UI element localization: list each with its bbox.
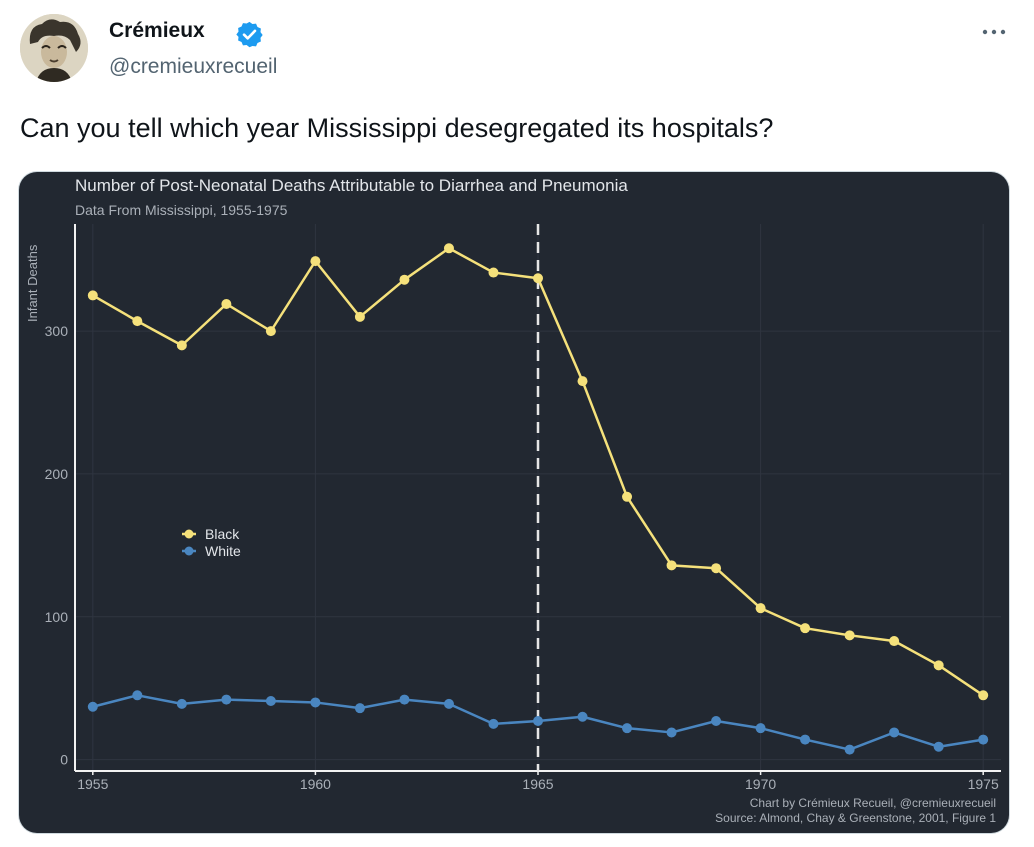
data-point-black <box>533 273 543 284</box>
chart-credits: Chart by Crémieux Recueil, @cremieuxrecu… <box>715 796 996 825</box>
chart-subtitle: Data From Mississippi, 1955-1975 <box>75 202 288 218</box>
data-point-white <box>132 690 143 701</box>
data-point-black <box>577 376 588 387</box>
data-point-white <box>933 741 944 752</box>
legend-label: Black <box>205 526 240 542</box>
tweet-text: Can you tell which year Mississippi dese… <box>20 113 774 143</box>
x-tick-label: 1965 <box>522 776 553 792</box>
data-point-white <box>488 718 499 729</box>
avatar[interactable] <box>20 14 88 82</box>
tweet-media-chart[interactable]: Number of Post-Neonatal Deaths Attributa… <box>19 172 1009 833</box>
data-point-white <box>577 711 588 722</box>
data-point-white <box>622 723 633 734</box>
data-point-black <box>978 690 989 701</box>
data-point-white <box>354 703 365 714</box>
tick-labels: 0 100 200 300 1955 1960 1965 1970 1975 <box>45 323 999 792</box>
credit-line: Source: Almond, Chay & Greenstone, 2001,… <box>715 811 996 825</box>
data-point-black <box>399 274 410 285</box>
legend-label: White <box>205 543 241 559</box>
data-point-black <box>844 630 855 641</box>
x-tick-label: 1975 <box>968 776 999 792</box>
x-tick-label: 1960 <box>300 776 331 792</box>
data-point-black <box>889 636 900 647</box>
data-point-white <box>265 696 276 707</box>
credit-line: Chart by Crémieux Recueil, @cremieuxrecu… <box>750 796 996 810</box>
data-point-white <box>87 701 98 712</box>
data-point-white <box>666 727 677 738</box>
y-tick-label: 100 <box>45 609 69 625</box>
data-point-white <box>443 698 454 709</box>
data-point-white <box>711 716 722 727</box>
data-point-white <box>176 698 187 709</box>
data-point-black <box>755 603 766 614</box>
verified-badge-icon <box>236 21 263 48</box>
data-point-black <box>354 311 365 322</box>
data-point-black <box>221 298 232 309</box>
data-point-white <box>399 694 410 705</box>
y-tick-label: 200 <box>45 466 69 482</box>
data-point-black <box>132 316 143 327</box>
data-point-white <box>978 734 989 745</box>
series-layer <box>87 224 989 771</box>
data-point-white <box>533 716 543 727</box>
x-tick-label: 1970 <box>745 776 776 792</box>
chart-title: Number of Post-Neonatal Deaths Attributa… <box>75 176 628 195</box>
data-point-black <box>933 660 944 671</box>
author-handle[interactable]: @cremieuxrecueil <box>109 55 278 78</box>
data-point-black <box>711 563 722 574</box>
data-point-black <box>87 290 98 301</box>
data-point-black <box>488 267 499 278</box>
data-point-black <box>310 256 321 267</box>
legend-swatch-point <box>184 529 194 539</box>
legend-swatch-point <box>184 546 194 556</box>
y-tick-label: 0 <box>60 752 68 768</box>
author-name[interactable]: Crémieux <box>109 19 205 42</box>
data-point-black <box>265 326 276 337</box>
more-options-button[interactable] <box>976 14 1012 50</box>
data-point-white <box>755 723 766 734</box>
data-point-black <box>443 243 454 254</box>
chart-canvas: Number of Post-Neonatal Deaths Attributa… <box>25 176 1001 825</box>
data-point-white <box>221 694 232 705</box>
data-point-white <box>844 744 855 755</box>
data-point-white <box>889 727 900 738</box>
y-axis-label: Infant Deaths <box>25 244 40 322</box>
more-horizontal-icon <box>982 29 1006 35</box>
x-tick-label: 1955 <box>77 776 108 792</box>
data-point-black <box>622 491 633 502</box>
avatar-portrait-image <box>20 14 88 82</box>
data-point-black <box>666 560 677 571</box>
data-point-white <box>800 734 811 745</box>
y-tick-label: 300 <box>45 323 69 339</box>
data-point-white <box>310 697 321 708</box>
data-point-black <box>176 340 187 351</box>
data-point-black <box>800 623 811 634</box>
